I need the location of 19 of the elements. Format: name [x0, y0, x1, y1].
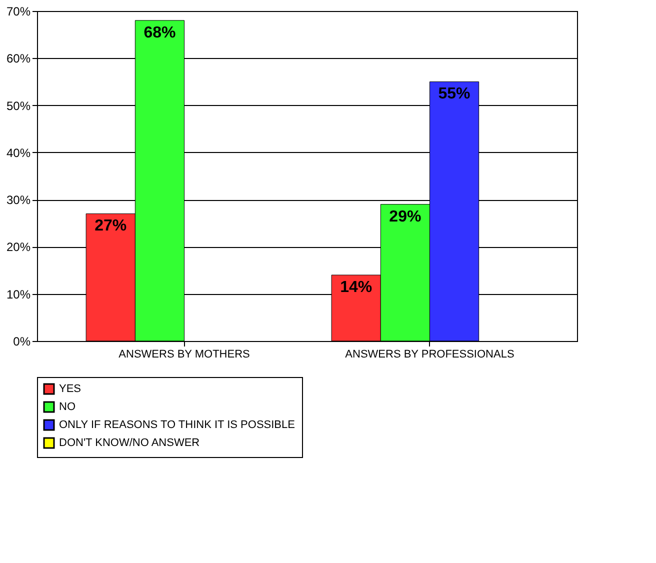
data-label: 27% — [94, 218, 127, 235]
legend-label: NO — [59, 401, 76, 413]
y-tick-label: 10% — [6, 287, 31, 302]
data-label: 14% — [340, 279, 372, 296]
legend-label: DON'T KNOW/NO ANSWER — [59, 437, 200, 449]
data-label: 29% — [389, 208, 422, 226]
x-tick-label: ANSWERS BY PROFESSIONALS — [345, 348, 514, 360]
y-tick-label: 50% — [6, 98, 31, 113]
y-tick-label: 40% — [6, 146, 31, 160]
y-tick-label: 60% — [6, 52, 31, 66]
legend-label: ONLY IF REASONS TO THINK IT IS POSSIBLE — [59, 419, 295, 431]
y-tick-label: 0% — [13, 334, 31, 348]
y-tick-label: 70% — [6, 4, 31, 18]
y-tick-label: 30% — [6, 193, 31, 208]
legend-label: YES — [59, 383, 82, 395]
data-label: 55% — [438, 86, 470, 103]
x-tick-label: ANSWERS BY MOTHERS — [118, 348, 250, 360]
y-tick-label: 20% — [6, 240, 31, 254]
data-label: 68% — [144, 24, 176, 42]
